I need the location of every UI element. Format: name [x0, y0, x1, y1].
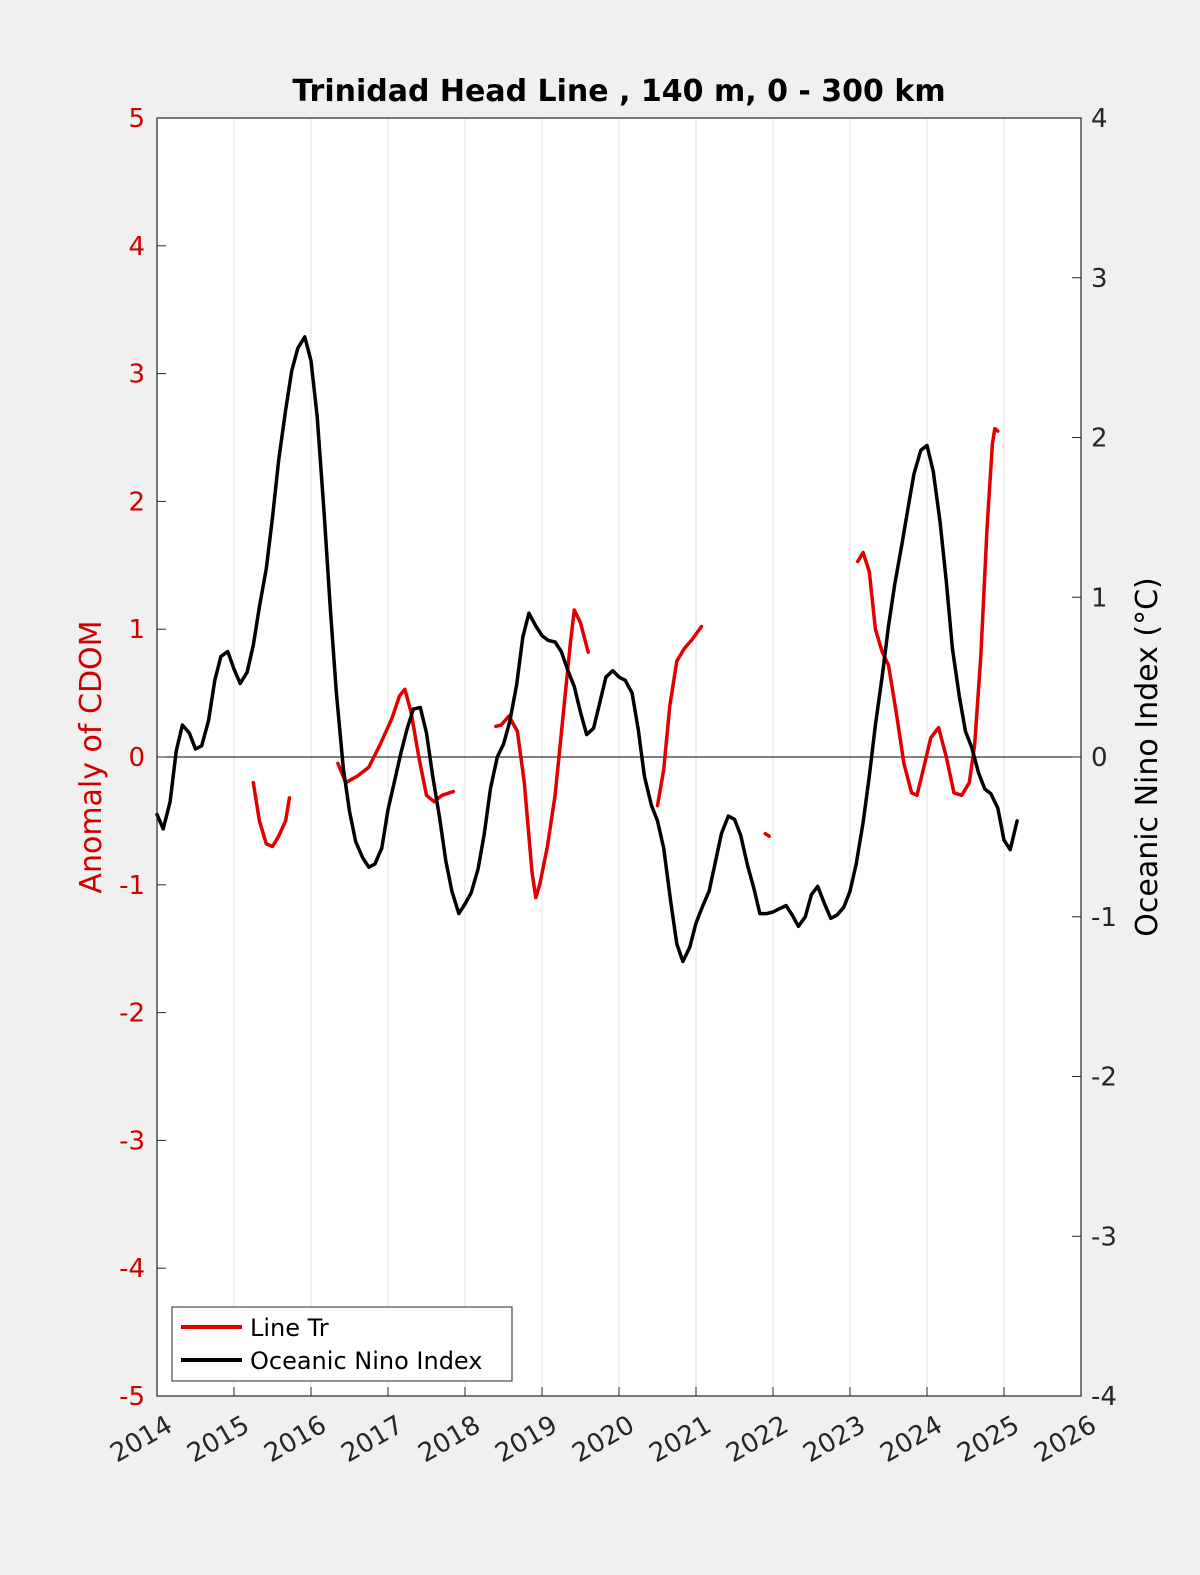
- series-line-tr-segment-1: [336, 687, 456, 804]
- series-line-tr-segment-4: [763, 831, 771, 838]
- y-left-tick-label--4: -4: [119, 1254, 145, 1284]
- legend-label-line-tr: Line Tr: [250, 1314, 329, 1342]
- y-right-tick-label--2: -2: [1091, 1063, 1117, 1093]
- y-left-tick-label--2: -2: [119, 999, 145, 1029]
- series-line-tr-segment-2: [494, 608, 590, 900]
- y-left-tick-label-5: 5: [128, 104, 145, 134]
- legend: Line Tr Oceanic Nino Index: [171, 1306, 513, 1382]
- y-right-tick-label-0: 0: [1091, 743, 1108, 773]
- y-left-tick-label-1: 1: [128, 615, 145, 645]
- y-right-tick-label--1: -1: [1091, 903, 1117, 933]
- series-oni-segment-0: [155, 335, 1019, 964]
- series-group: [155, 335, 1019, 964]
- legend-label-oni: Oceanic Nino Index: [250, 1347, 482, 1375]
- y-left-tick-label--1: -1: [119, 871, 145, 901]
- legend-box: [171, 1306, 513, 1382]
- y-left-tick-label--3: -3: [119, 1126, 145, 1156]
- y-left-axis: -5 -4 -3 -2 -1 0 1 2 3 4 5: [119, 104, 166, 1412]
- y-right-tick-label--4: -4: [1091, 1382, 1117, 1412]
- y-left-tick-label-0: 0: [128, 743, 145, 773]
- y-left-tick-label-2: 2: [128, 487, 145, 517]
- y-right-tick-label--3: -3: [1091, 1222, 1117, 1252]
- series-line-tr-segment-0: [251, 780, 292, 849]
- y-right-tick-label-1: 1: [1091, 583, 1108, 613]
- y-left-tick-label-4: 4: [128, 232, 145, 262]
- y-left-tick-label--5: -5: [119, 1382, 145, 1412]
- y-left-label: Anomaly of CDOM: [74, 620, 109, 893]
- y-right-label: Oceanic Nino Index (°C): [1130, 577, 1165, 937]
- series-line-tr-segment-5: [855, 426, 1000, 798]
- y-right-tick-label-2: 2: [1091, 424, 1108, 454]
- y-right-axis: -4 -3 -2 -1 0 1 2 3 4: [1072, 104, 1117, 1412]
- y-right-tick-label-4: 4: [1091, 104, 1108, 134]
- y-right-tick-label-3: 3: [1091, 264, 1108, 294]
- series-line-tr-segment-3: [655, 624, 704, 808]
- y-left-tick-label-3: 3: [128, 360, 145, 390]
- chart-title: Trinidad Head Line , 140 m, 0 - 300 km: [292, 74, 945, 109]
